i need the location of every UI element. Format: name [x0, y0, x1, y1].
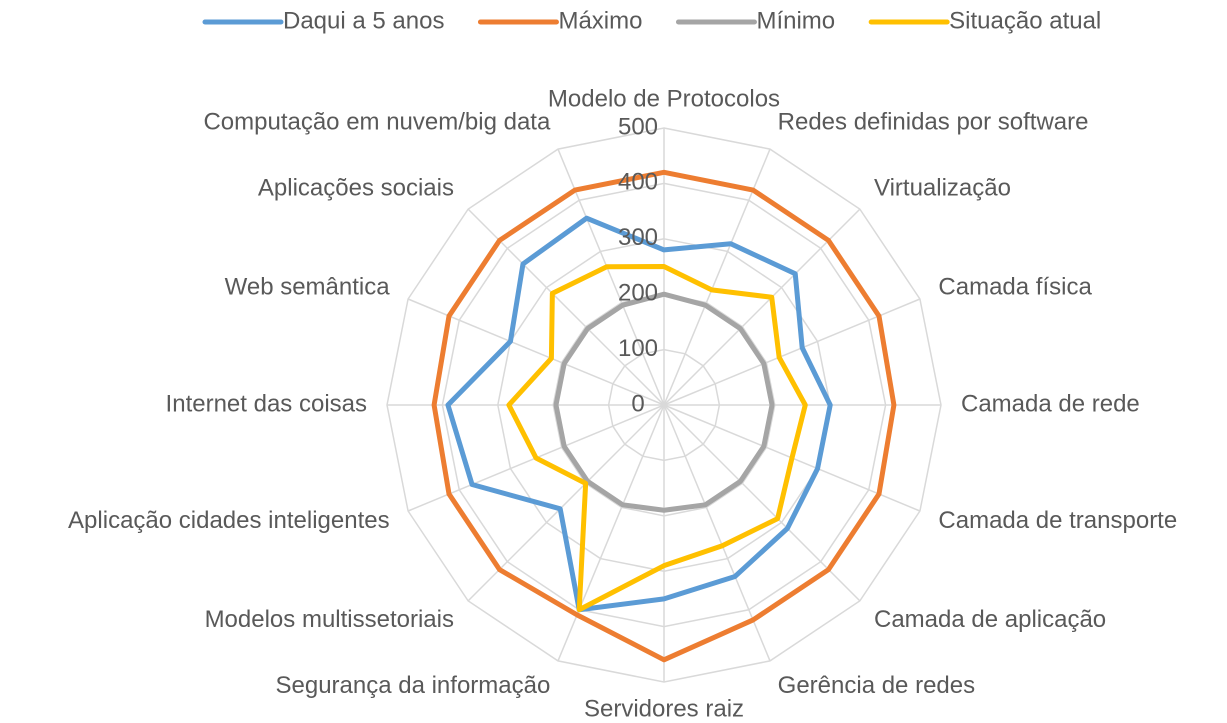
spoke: [467, 404, 665, 602]
series-line: [506, 264, 808, 613]
r-tick-label: 100: [618, 335, 658, 362]
category-label: Modelos multissetoriais: [205, 606, 454, 633]
category-label: Virtualização: [874, 175, 1011, 202]
spoke: [663, 404, 861, 602]
legend-label: Daqui a 5 anos: [283, 7, 444, 34]
spoke: [663, 404, 771, 662]
r-tick-label: 0: [631, 390, 644, 417]
spoke: [557, 404, 665, 662]
category-label: Servidores raiz: [584, 695, 744, 722]
series-line: [553, 291, 775, 513]
series-line: [431, 169, 897, 663]
category-label: Internet das coisas: [166, 390, 367, 417]
category-label: Segurança da informação: [275, 672, 550, 699]
category-label: Aplicação cidades inteligentes: [68, 507, 390, 534]
legend-label: Mínimo: [756, 7, 835, 34]
category-label: Camada de aplicação: [874, 606, 1106, 633]
category-label: Camada física: [938, 274, 1092, 301]
category-label: Redes definidas por software: [778, 109, 1089, 136]
legend-label: Situação atual: [949, 7, 1101, 34]
r-tick-label: 200: [618, 280, 658, 307]
category-label: Web semântica: [225, 274, 391, 301]
r-tick-label: 300: [618, 224, 658, 251]
category-label: Gerência de redes: [778, 672, 975, 699]
category-label: Modelo de Protocolos: [548, 85, 780, 112]
legend-label: Máximo: [558, 7, 642, 34]
r-tick-label: 500: [618, 113, 658, 140]
category-label: Aplicações sociais: [258, 175, 454, 202]
category-label: Computação em nuvem/big data: [203, 109, 551, 136]
spoke: [663, 298, 921, 406]
r-tick-label: 400: [618, 169, 658, 196]
category-label: Camada de rede: [961, 390, 1140, 417]
spoke: [663, 208, 861, 406]
series-line: [445, 215, 833, 613]
category-label: Camada de transporte: [938, 507, 1177, 534]
